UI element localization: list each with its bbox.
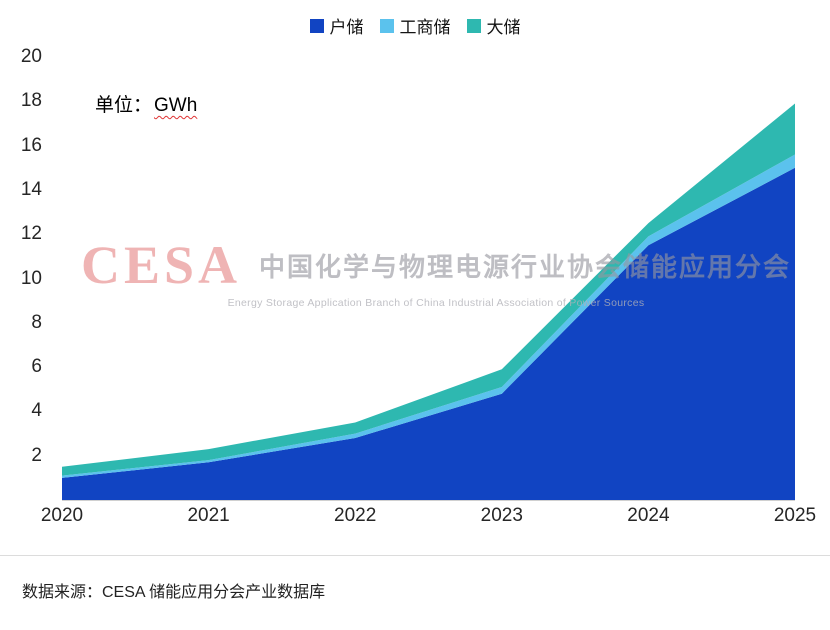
x-tick-label: 2024 — [627, 505, 670, 526]
legend-label: 大储 — [486, 18, 521, 37]
y-tick-label: 20 — [20, 46, 42, 67]
y-tick-label: 18 — [20, 90, 42, 112]
unit-prefix: 单位： — [95, 95, 153, 116]
y-tick-label: 2 — [31, 444, 42, 466]
x-axis: 2020 2021 2022 2023 2024 2025 — [0, 505, 830, 535]
y-tick-label: 12 — [20, 223, 42, 245]
legend-item-utility: 大储 — [466, 13, 521, 38]
unit-label: 单位： GWh — [95, 90, 197, 117]
y-tick-label: 6 — [31, 356, 42, 378]
legend-swatch-utility — [466, 18, 481, 33]
legend-item-residential: 户储 — [309, 13, 364, 38]
x-tick-label: 2025 — [773, 505, 817, 526]
legend-item-commercial: 工商储 — [379, 13, 451, 38]
area-series-0 — [62, 167, 795, 501]
y-tick-label: 16 — [20, 134, 42, 156]
y-tick-label: 4 — [31, 400, 42, 422]
legend: 户储 工商储 大储 — [0, 13, 830, 38]
area-series-1 — [62, 154, 795, 478]
footer-divider — [0, 555, 830, 556]
source-text: 数据来源：CESA 储能应用分会产业数据库 — [22, 584, 326, 601]
unit-value: GWh — [154, 95, 198, 116]
legend-swatch-residential — [309, 18, 324, 33]
x-tick-label: 2021 — [187, 505, 230, 526]
x-tick-label: 2020 — [40, 505, 84, 526]
y-tick-label: 14 — [20, 178, 42, 200]
legend-swatch-commercial — [379, 18, 394, 33]
x-tick-label: 2022 — [334, 505, 377, 526]
area-series-2 — [62, 103, 795, 476]
y-tick-label: 8 — [31, 311, 42, 333]
legend-label: 户储 — [329, 18, 364, 37]
y-axis: 2 4 6 8 10 12 14 16 18 20 — [0, 0, 44, 520]
x-tick-label: 2023 — [480, 505, 523, 526]
legend-label: 工商储 — [399, 18, 451, 37]
y-tick-label: 10 — [20, 267, 42, 289]
